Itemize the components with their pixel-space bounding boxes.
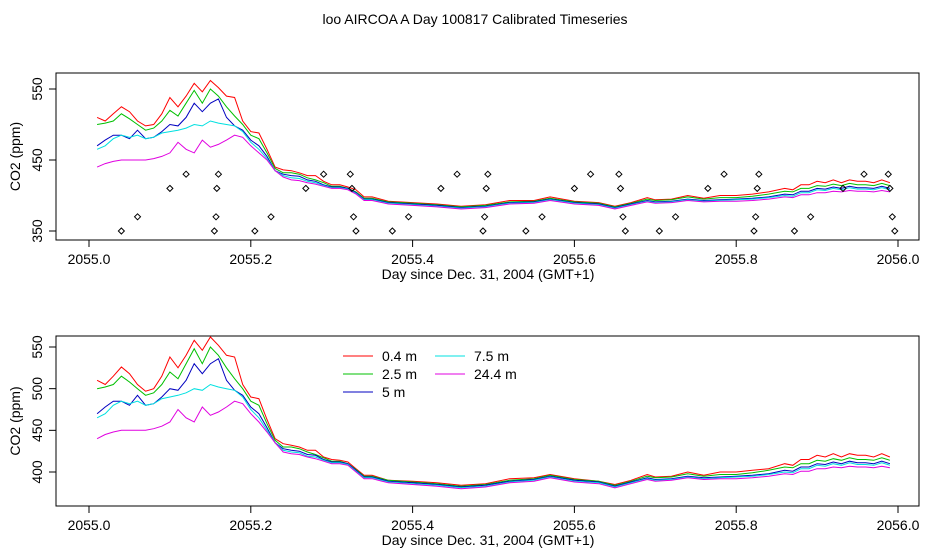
y-axis: 350 450 550 CO2 (ppm) [7,77,56,243]
x-tick-label: 2055.2 [229,251,272,267]
scatter-point [453,170,461,178]
legend: 0.4 m 2.5 m 5 m 7.5 m 24.4 m [343,348,517,400]
scatter-point [671,213,680,221]
scatter-point [616,184,625,193]
series-line [97,88,891,208]
y-tick-label: 350 [29,219,45,243]
scatter-point [182,170,190,178]
scatter-point [484,170,492,178]
scatter-point [704,184,712,193]
scatter-point [213,184,221,193]
scatter-point [482,184,490,193]
legend-label: 0.4 m [382,348,417,364]
legend-label: 2.5 m [382,366,417,382]
x-axis: 2055.0 2055.2 2055.4 2055.6 2055.8 2056.0 Day … [68,240,920,282]
scatter-point [349,213,358,221]
x-tick-label: 2055.8 [715,517,758,533]
scatter-point [755,170,763,178]
plot-frame [55,335,920,507]
scatter-point [891,227,899,235]
y-tick-label: 500 [29,377,45,401]
x-tick-label: 2055.6 [553,251,596,267]
x-tick-label: 2055.0 [68,517,111,533]
scatter-point [251,227,259,235]
panel-2: 2055.0 2055.2 2055.4 2055.6 2055.8 2056.0 Day … [7,335,920,548]
scatter-point [437,184,445,193]
scatter-point [319,170,328,178]
plot-frame [55,72,920,241]
scatter-series [117,170,899,235]
x-tick-label: 2055.4 [391,517,434,533]
scatter-point [210,227,219,235]
x-tick-label: 2056.0 [877,251,920,267]
series-group [96,336,891,490]
scatter-point [352,227,360,235]
legend-label: 5 m [382,384,405,400]
scatter-point [388,227,397,235]
scatter-point [586,170,595,178]
series-line [96,79,891,207]
x-tick-label: 2055.6 [553,517,596,533]
series-line [96,98,891,209]
x-axis: 2055.0 2055.2 2055.4 2055.6 2055.8 2056.0 Day … [68,506,920,548]
scatter-point [133,213,142,221]
y-tick-label: 400 [29,460,45,484]
x-axis-label: Day since Dec. 31, 2004 (GMT+1) [382,532,595,548]
scatter-point [790,227,799,235]
series-line [96,346,891,487]
y-tick-label: 550 [29,77,45,101]
scatter-point [570,184,579,193]
scatter-point [538,213,546,221]
scatter-point [753,184,761,193]
series-group [96,79,899,235]
series-line [96,134,890,210]
scatter-point [884,170,892,178]
y-tick-label: 450 [29,148,45,172]
y-axis: 400 450 500 550 CO2 (ppm) [7,335,56,484]
scatter-point [522,227,530,235]
scatter-point [886,184,894,193]
scatter-point [750,227,758,235]
x-axis-label: Day since Dec. 31, 2004 (GMT+1) [382,266,595,282]
scatter-point [479,227,487,235]
y-axis-label: CO2 (ppm) [7,386,23,455]
scatter-point [214,170,223,178]
scatter-point [615,170,623,178]
chart-title: loo AIRCOA A Day 100817 Calibrated Times… [322,11,628,27]
y-tick-label: 550 [29,335,45,359]
series-line [96,357,891,488]
scatter-point [404,213,413,221]
scatter-point [117,227,126,235]
x-tick-label: 2055.2 [229,517,272,533]
scatter-point [166,184,174,193]
scatter-point [655,227,664,235]
scatter-point [751,213,760,221]
scatter-point [888,213,897,221]
scatter-point [212,213,220,221]
series-line [96,120,891,209]
y-axis-label: CO2 (ppm) [7,122,23,191]
scatter-point [348,184,356,193]
panel-1: 2055.0 2055.2 2055.4 2055.6 2055.8 2056.0 Day … [7,72,920,282]
scatter-point [621,227,630,235]
scatter-point [480,213,489,221]
legend-label: 24.4 m [474,366,517,382]
x-tick-label: 2055.8 [715,251,758,267]
x-tick-label: 2055.4 [391,251,434,267]
x-tick-label: 2056.0 [877,517,920,533]
scatter-point [302,184,310,193]
scatter-point [860,170,868,178]
scatter-point [267,213,275,221]
legend-label: 7.5 m [474,348,509,364]
y-tick-label: 450 [29,418,45,442]
x-tick-label: 2055.0 [68,251,111,267]
scatter-point [720,170,728,178]
series-line [96,400,890,490]
scatter-point [619,213,627,221]
scatter-point [346,170,355,178]
scatter-point [839,184,847,193]
series-line [96,383,891,489]
scatter-point [806,213,815,221]
